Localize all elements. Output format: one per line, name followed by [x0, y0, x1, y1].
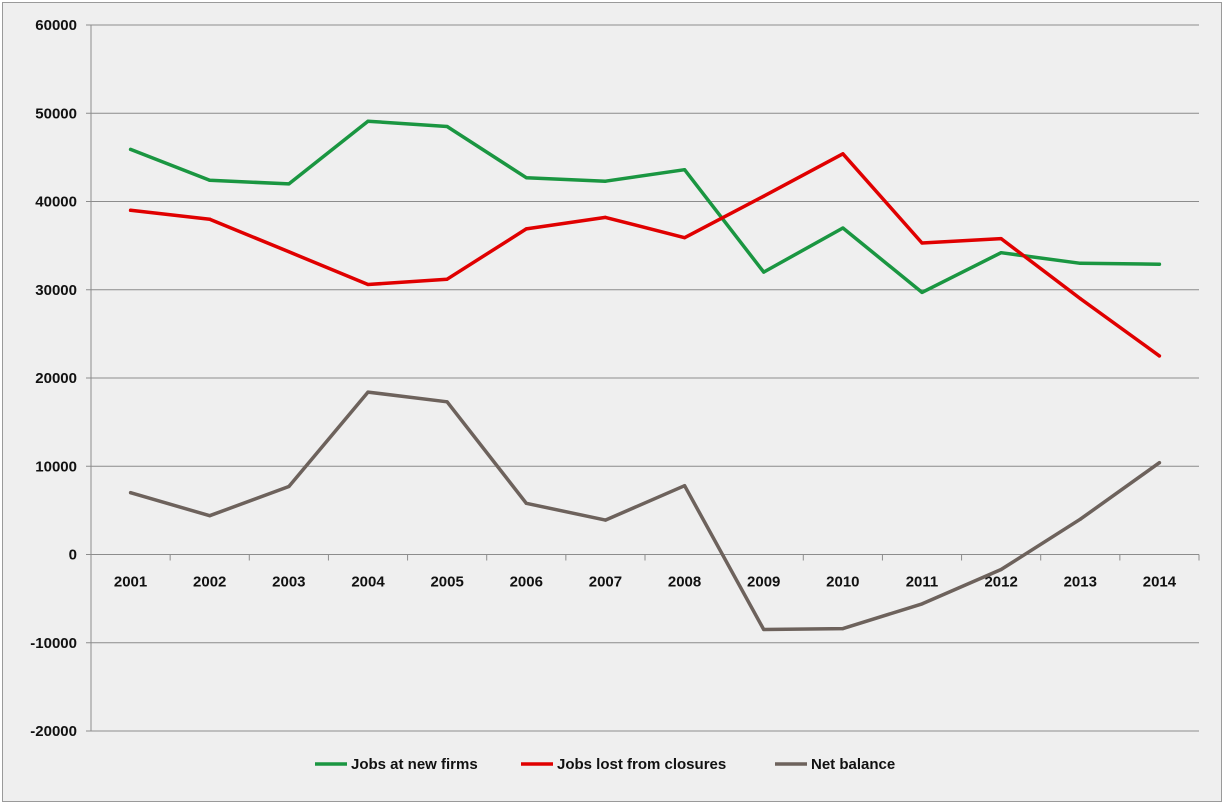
series-lines: [128, 119, 1162, 632]
data-point: [445, 124, 449, 129]
data-point: [1078, 261, 1082, 265]
data-point: [128, 208, 133, 212]
axes: -20000 -10000 0 10000 20000 30000 40000 50000 60…: [30, 17, 1200, 740]
x-tick-label: 2010: [826, 574, 859, 591]
data-point: [524, 176, 528, 180]
x-tick-label: 2005: [430, 574, 463, 591]
data-point: [208, 178, 212, 182]
data-point: [524, 501, 528, 505]
x-tick-label: 2009: [747, 574, 780, 591]
data-point: [603, 215, 608, 219]
data-point: [841, 226, 845, 230]
x-tick-label: 2014: [1143, 574, 1177, 591]
data-point: [682, 236, 687, 240]
y-tick-label: -10000: [30, 635, 77, 652]
x-tick-label: 2008: [668, 574, 701, 591]
data-point: [1157, 461, 1162, 465]
data-point: [1157, 262, 1162, 266]
data-point: [445, 277, 449, 281]
data-point: [762, 270, 766, 274]
data-point: [128, 147, 133, 152]
y-tick-label: 20000: [35, 370, 77, 387]
y-tick-label: 50000: [35, 105, 77, 122]
x-tick-label: 2007: [589, 574, 622, 591]
data-point: [841, 152, 845, 156]
data-point: [841, 627, 845, 631]
y-tick-label: 60000: [35, 17, 77, 34]
data-point: [287, 182, 291, 186]
y-tick-label: 40000: [35, 194, 77, 211]
legend-label: Jobs at new firms: [351, 756, 478, 773]
data-point: [682, 168, 687, 172]
series-line-1: [128, 119, 1162, 295]
legend-label: Net balance: [811, 756, 895, 773]
data-point: [208, 514, 212, 518]
data-point: [920, 241, 924, 245]
data-point: [762, 194, 766, 198]
data-point: [524, 227, 528, 231]
data-point: [287, 484, 291, 489]
data-point: [366, 390, 370, 394]
data-point: [603, 518, 608, 522]
data-point: [920, 290, 924, 294]
y-tick-label: 30000: [35, 282, 77, 299]
data-point: [128, 491, 133, 495]
x-tick-label: 2003: [272, 574, 305, 591]
x-tick-label: 2013: [1064, 574, 1097, 591]
data-point: [445, 400, 449, 404]
data-point: [287, 250, 291, 254]
x-tick-label: 2004: [351, 574, 385, 591]
data-point: [603, 179, 608, 183]
y-tick-label: 10000: [35, 458, 77, 475]
series-line-3: [128, 390, 1162, 632]
series-line-2: [128, 152, 1162, 358]
x-tick-label: 2011: [906, 574, 939, 591]
data-point: [366, 119, 370, 123]
x-tick-label: 2002: [193, 574, 226, 591]
data-point: [1078, 517, 1082, 521]
x-tick-label: 2012: [984, 574, 1017, 591]
x-tick-label: 2001: [114, 574, 147, 591]
data-point: [366, 282, 370, 287]
data-point: [1078, 296, 1082, 301]
y-tick-label: -20000: [30, 723, 77, 740]
y-tick-label: 0: [69, 547, 77, 564]
gridlines: [91, 24, 1199, 732]
data-point: [920, 602, 924, 606]
data-point: [999, 236, 1003, 241]
line-chart: -20000 -10000 0 10000 20000 30000 40000 50000 60…: [30, 17, 1200, 773]
data-point: [999, 251, 1003, 255]
x-tick-label: 2006: [510, 574, 543, 591]
data-point: [762, 627, 766, 632]
legend: Jobs at new firms Jobs lost from closures…: [315, 756, 895, 773]
legend-label: Jobs lost from closures: [557, 756, 726, 773]
data-point: [1157, 354, 1162, 358]
data-point: [999, 567, 1003, 572]
data-point: [208, 217, 212, 221]
data-point: [682, 484, 687, 488]
